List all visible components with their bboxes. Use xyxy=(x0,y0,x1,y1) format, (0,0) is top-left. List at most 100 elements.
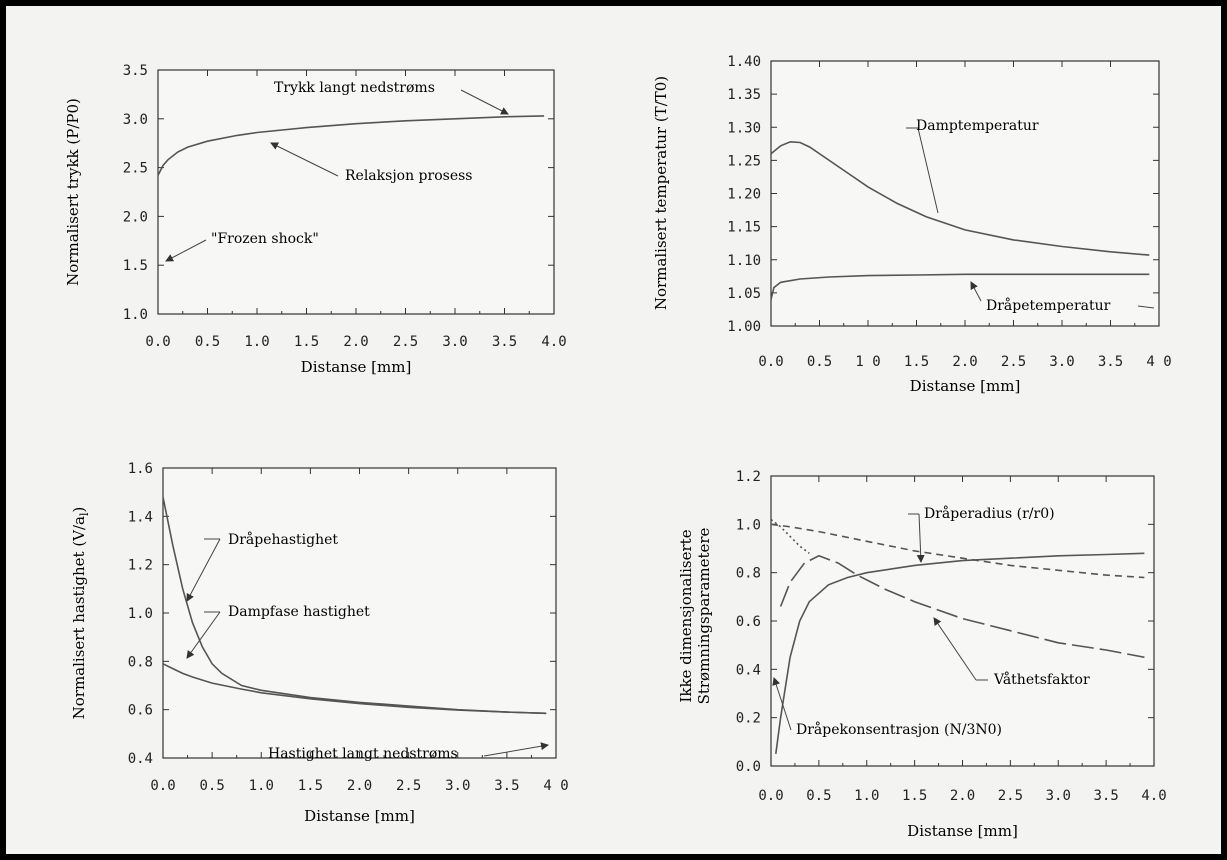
x-tick-label: 4.0 xyxy=(1141,788,1166,804)
x-tick-label: 0.0 xyxy=(150,778,175,794)
annotation-label: Dråpehastighet xyxy=(228,531,338,548)
chart-panel-4: 0.0 0.5 1.0 1.5 2.0 2.5 3.0 3.5 4.0 0.0 0.2 0.4 0.6 0… xyxy=(677,469,1167,840)
x-tick-label: 0.5 xyxy=(806,788,831,804)
y-axis-label-main: Normalisert temperatur (T/T0) xyxy=(652,76,670,310)
x-tick-label: 4.0 xyxy=(541,334,566,350)
x-tick-label: 1.5 xyxy=(902,788,927,804)
y-tick-label: 0.6 xyxy=(128,703,153,719)
y-tick-label: 1.6 xyxy=(128,461,153,477)
x-tick-label: 3.0 xyxy=(1049,354,1074,370)
annotation-arrow xyxy=(186,538,221,602)
annotation-label: Damptemperatur xyxy=(916,118,1039,134)
annotation-label: Dråpetemperatur xyxy=(986,297,1111,314)
x-tick-label: 0.5 xyxy=(199,778,224,794)
y-tick-label: 1.2 xyxy=(736,469,761,485)
annotation-label: "Frozen shock" xyxy=(211,231,319,247)
y-tick-label: 1.4 xyxy=(128,509,153,525)
annotation-arrow xyxy=(933,617,977,681)
y-tick-label: 1.20 xyxy=(727,187,761,203)
figure-canvas: 0.0 0.5 1.0 1.5 2.0 2.5 3.0 3.5 4.0 1.0 1.5 2.0 2.5 3… xyxy=(6,6,1221,854)
annotation-label: Våthetsfaktor xyxy=(993,671,1090,688)
annotation-arrow xyxy=(270,142,339,177)
annotation-arrow xyxy=(772,677,792,731)
y-axis-label-subscript: l xyxy=(78,512,91,516)
series-line-4 xyxy=(770,518,810,554)
plot-area xyxy=(771,61,1159,326)
y-tick-label: 0.0 xyxy=(736,759,761,775)
plot-area xyxy=(163,468,556,758)
x-tick-label: 1.5 xyxy=(294,334,319,350)
y-tick-label: 0.8 xyxy=(736,566,761,582)
x-tick-label: 0.5 xyxy=(195,334,220,350)
y-tick-label: 1.5 xyxy=(123,258,148,274)
y-tick-label: 0.4 xyxy=(128,751,153,767)
annotation-arrow xyxy=(970,281,982,302)
y-axis-label: Ikke dimensjonaliserteStrømningsparamete… xyxy=(677,527,713,704)
series-line-1 xyxy=(157,115,545,176)
annotation-arrow xyxy=(186,611,221,659)
x-tick-label: 2.5 xyxy=(998,788,1023,804)
y-tick-label: 1.10 xyxy=(727,253,761,269)
y-tick-label: 0.2 xyxy=(736,711,761,727)
y-tick-label: 1.40 xyxy=(727,54,761,70)
x-tick-label: 0.0 xyxy=(758,354,783,370)
y-axis-label: Normalisert trykk (P/P0) xyxy=(64,98,82,286)
series-line-1 xyxy=(162,496,547,715)
y-axis-label: Normalisert hastighet (V/al) xyxy=(70,507,91,720)
x-tick-label: 2.5 xyxy=(1001,354,1026,370)
plot-area xyxy=(158,70,554,314)
y-tick-label: 1.05 xyxy=(727,286,761,302)
annotation-label: Relaksjon prosess xyxy=(345,168,472,184)
y-tick-label: 1.0 xyxy=(736,517,761,533)
y-tick-label: 1.0 xyxy=(128,606,153,622)
x-tick-label: 3.0 xyxy=(1046,788,1071,804)
y-tick-label: 1.25 xyxy=(727,153,761,169)
plot-area xyxy=(771,476,1154,766)
y-tick-label: 1.15 xyxy=(727,220,761,236)
x-tick-label: 2.0 xyxy=(343,334,368,350)
y-tick-label: 3.5 xyxy=(123,63,148,79)
y-tick-label: 2.0 xyxy=(123,209,148,225)
y-tick-label: 1.35 xyxy=(727,87,761,103)
y-axis-label-main: Normalisert hastighet (V/a xyxy=(70,516,88,719)
series-line-1 xyxy=(770,523,1145,579)
y-tick-label: 0.6 xyxy=(736,614,761,630)
y-tick-label: 1.0 xyxy=(123,307,148,323)
series-line-2 xyxy=(770,273,1150,300)
chart-panel-3: 0.0 0.5 1.0 1.5 2.0 2.5 3.0 3.5 4 0 0.4 0.6 0.8 1.0 1… xyxy=(70,461,569,825)
x-axis-label: Distanse [mm] xyxy=(304,807,415,825)
annotation-leader xyxy=(906,127,939,214)
x-tick-label: 1.0 xyxy=(244,334,269,350)
x-tick-label: 2.5 xyxy=(396,778,421,794)
y-tick-label: 3.0 xyxy=(123,112,148,128)
y-axis-label-line2: Strømningsparametere xyxy=(695,527,713,704)
x-tick-label: 2.5 xyxy=(393,334,418,350)
annotation-arrow xyxy=(483,742,549,757)
annotation-label: Trykk langt nedstrøms xyxy=(274,80,435,96)
x-tick-label: 3.5 xyxy=(1098,354,1123,370)
y-tick-label: 0.8 xyxy=(128,654,153,670)
annotation-label: Dampfase hastighet xyxy=(228,604,370,620)
x-axis-label: Distanse [mm] xyxy=(910,377,1021,395)
y-axis-label-line1: Ikke dimensjonaliserte xyxy=(677,529,695,702)
chart-panel-2: 0.0 0.5 1 0 1.5 2.0 2.5 3.0 3.5 4 0 1.00 1.05 1.10 1… xyxy=(652,54,1172,395)
x-tick-label: 3.0 xyxy=(445,778,470,794)
y-axis-label-end: ) xyxy=(70,507,88,513)
y-tick-label: 1.30 xyxy=(727,120,761,136)
x-tick-label: 1.0 xyxy=(249,778,274,794)
x-tick-label: 3.0 xyxy=(442,334,467,350)
x-tick-label: 0.0 xyxy=(758,788,783,804)
x-tick-label: 4 0 xyxy=(1146,354,1171,370)
x-tick-label: 2.0 xyxy=(952,354,977,370)
y-tick-label: 1.2 xyxy=(128,558,153,574)
y-tick-label: 2.5 xyxy=(123,161,148,177)
x-tick-label: 2.0 xyxy=(950,788,975,804)
x-tick-label: 1.0 xyxy=(854,788,879,804)
y-tick-label: 1.00 xyxy=(727,319,761,335)
x-tick-label: 1 0 xyxy=(855,354,880,370)
annotation-arrow xyxy=(165,239,207,262)
chart-panel-1: 0.0 0.5 1.0 1.5 2.0 2.5 3.0 3.5 4.0 1.0 1.5 2.0 2.5 3… xyxy=(64,63,567,376)
annotation-leader xyxy=(1137,305,1155,309)
series-line-2 xyxy=(775,552,1145,755)
annotation-label: Dråpekonsentrasjon (N/3N0) xyxy=(796,721,1002,738)
